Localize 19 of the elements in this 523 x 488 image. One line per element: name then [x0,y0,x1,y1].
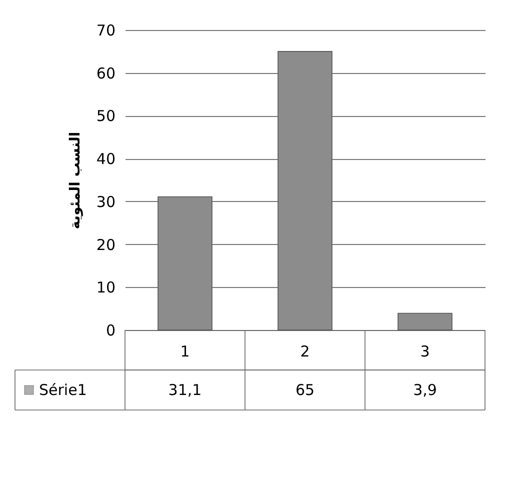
bar [398,312,452,330]
y-tick-label: 10 [96,278,116,297]
bar [158,196,212,330]
legend-label: Série1 [39,381,87,399]
x-tick-label: 2 [300,342,310,360]
y-tick-label: 40 [96,150,116,168]
y-tick-label: 60 [96,64,116,82]
x-tick-label: 1 [180,342,190,360]
bar [278,51,332,330]
data-label: 31,1 [168,381,202,399]
y-tick-label: 30 [96,192,116,211]
y-tick-label: 50 [96,107,116,126]
x-tick-label: 3 [420,342,430,360]
y-tick-label: 0 [106,322,116,340]
y-axis-title: النسب المئوية [67,132,84,230]
y-tick-label: 70 [96,22,116,40]
data-label: 3,9 [413,381,437,399]
y-tick-label: 20 [96,236,116,254]
data-label: 65 [295,381,315,399]
